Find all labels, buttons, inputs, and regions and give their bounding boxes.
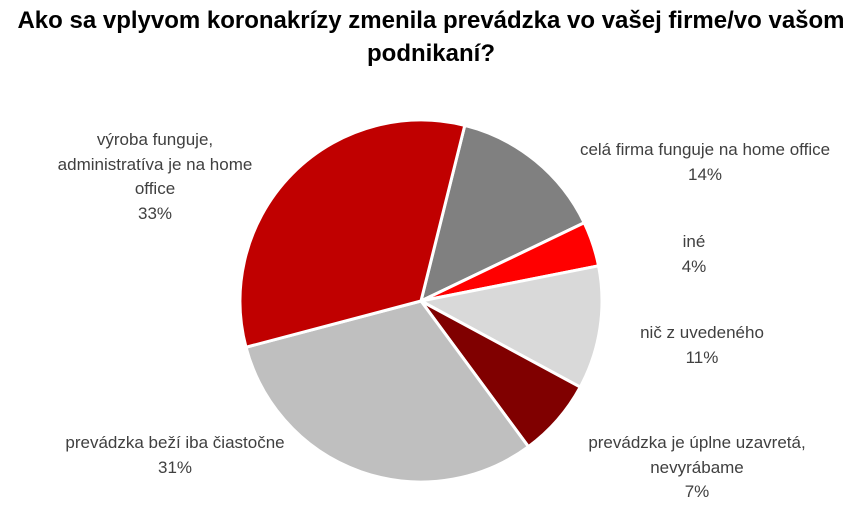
slice-label-text: nič z uvedeného bbox=[640, 323, 764, 342]
chart-title-line-2: podnikaní? bbox=[367, 40, 495, 67]
slice-value-label: 7% bbox=[684, 482, 710, 501]
slice-label-text: administratíva je na home bbox=[57, 154, 253, 174]
slice-label-text: prevádzka beží iba čiastočne bbox=[65, 433, 285, 452]
slice-label-text: office bbox=[134, 179, 176, 198]
slice-label-text: nevyrábame bbox=[650, 457, 744, 477]
slice-value-label: 33% bbox=[137, 203, 173, 223]
slice-label-0: celá firma funguje na home office 14% bbox=[580, 138, 830, 187]
pie-slice-4 bbox=[244, 299, 530, 484]
pie-slice-2 bbox=[419, 264, 604, 389]
slice-label-text: výroba funguje, bbox=[96, 130, 214, 149]
slice-label-text: prevádzka je úplne uzavretá, bbox=[588, 433, 806, 452]
chart-title-line-1: Ako sa vplyvom koronakrízy zmenila prevá… bbox=[17, 7, 845, 34]
slice-value-label: 14% bbox=[687, 164, 723, 184]
slice-value-label: 31% bbox=[157, 457, 193, 477]
slice-value-label: 4% bbox=[681, 256, 707, 276]
slice-value-label: 11% bbox=[685, 347, 719, 367]
slice-label-3: prevádzka je úplne uzavretá, nevyrábame 7% bbox=[588, 431, 805, 505]
slice-label-5: výroba funguje, administratíva je na home… bbox=[58, 128, 253, 226]
chart-title: Ako sa vplyvom koronakrízy zmenila prevá… bbox=[0, 4, 862, 70]
slice-label-text: celá firma funguje na home office bbox=[579, 140, 831, 159]
slice-label-text: iné bbox=[682, 232, 706, 251]
pie-slice-5 bbox=[238, 118, 467, 349]
slice-label-4: prevádzka beží iba čiastočne 31% bbox=[65, 431, 284, 480]
slice-label-1: iné 4% bbox=[682, 230, 707, 279]
pie-slice-0 bbox=[419, 123, 586, 303]
slice-label-2: nič z uvedeného 11% bbox=[640, 321, 764, 370]
